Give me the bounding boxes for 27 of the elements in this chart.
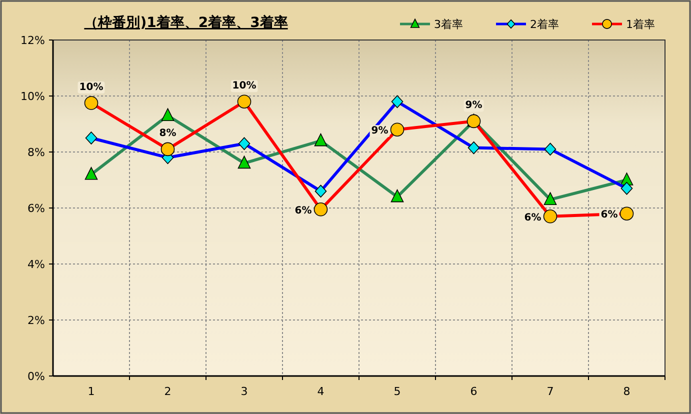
y-tick-label: 6% <box>28 202 45 215</box>
y-tick-label: 4% <box>28 258 45 271</box>
data-label: 6% <box>294 205 312 216</box>
x-tick-label: 8 <box>623 385 630 398</box>
data-label: 10% <box>79 82 104 93</box>
data-label: 9% <box>465 100 482 112</box>
y-tick-label: 10% <box>20 90 45 103</box>
data-label: 8% <box>159 128 176 140</box>
chart-title: （枠番別)1着率、2着率、3着率 <box>84 14 288 31</box>
x-tick-label: 1 <box>88 385 95 398</box>
y-tick-label: 12% <box>20 34 45 47</box>
x-tick-label: 6 <box>470 385 478 398</box>
data-label: 10% <box>232 80 256 92</box>
legend-label: 3着率 <box>434 18 463 31</box>
x-tick-label: 2 <box>164 385 172 398</box>
data-label: 6% <box>524 212 542 224</box>
x-tick-label: 4 <box>317 385 324 398</box>
y-tick-label: 2% <box>28 314 45 327</box>
legend-label: 1着率 <box>626 18 655 31</box>
x-tick-label: 7 <box>546 385 554 398</box>
x-tick-label: 5 <box>394 385 401 398</box>
data-label: 9% <box>371 126 388 137</box>
y-tick-label: 8% <box>28 146 45 159</box>
y-tick-label: 0% <box>28 370 45 383</box>
legend-label: 2着率 <box>530 18 559 31</box>
data-label: 6% <box>600 210 618 221</box>
x-tick-label: 3 <box>240 385 248 398</box>
